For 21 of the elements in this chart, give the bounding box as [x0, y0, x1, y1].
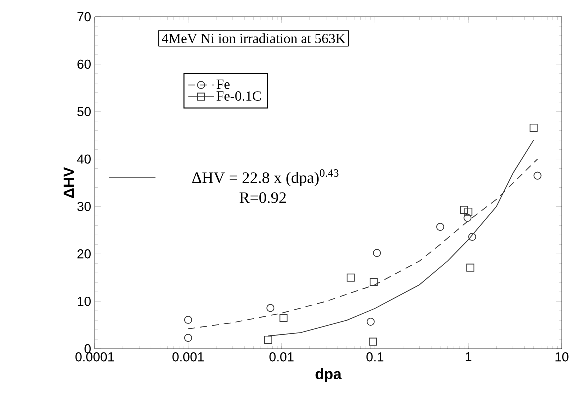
x-tick-label: 0.001 — [172, 352, 204, 362]
x-tick-label: 0.1 — [366, 352, 384, 362]
annotation: 4MeV Ni ion irradiation at 563K — [162, 34, 346, 44]
y-tick-label: 0 — [84, 344, 91, 354]
y-tick-label: 30 — [78, 202, 91, 212]
y-tick-label: 10 — [78, 296, 91, 306]
x-tick-label: 1 — [466, 352, 472, 362]
y-tick-label: 20 — [78, 250, 91, 259]
x-tick-label: 0.01 — [270, 352, 294, 362]
y-tick-label: 40 — [77, 154, 91, 164]
x-tick-label: 0.0001 — [76, 352, 114, 362]
legend-label: Fe — [216, 80, 230, 90]
x-tick-label: 10 — [556, 352, 569, 362]
y-axis-title: ΔHV — [64, 167, 74, 198]
legend-label: Fe-0.1C — [216, 92, 261, 102]
y-tick-label: 50 — [78, 107, 91, 116]
annotation: R=0.92 — [240, 192, 286, 204]
x-axis-title: dpa — [316, 368, 342, 382]
y-tick-label: 60 — [78, 60, 91, 70]
y-tick-label: 70 — [78, 12, 91, 22]
legend-label: ΔHV = 22.8 x (dpa)$^{0.43}$ — [192, 169, 339, 187]
